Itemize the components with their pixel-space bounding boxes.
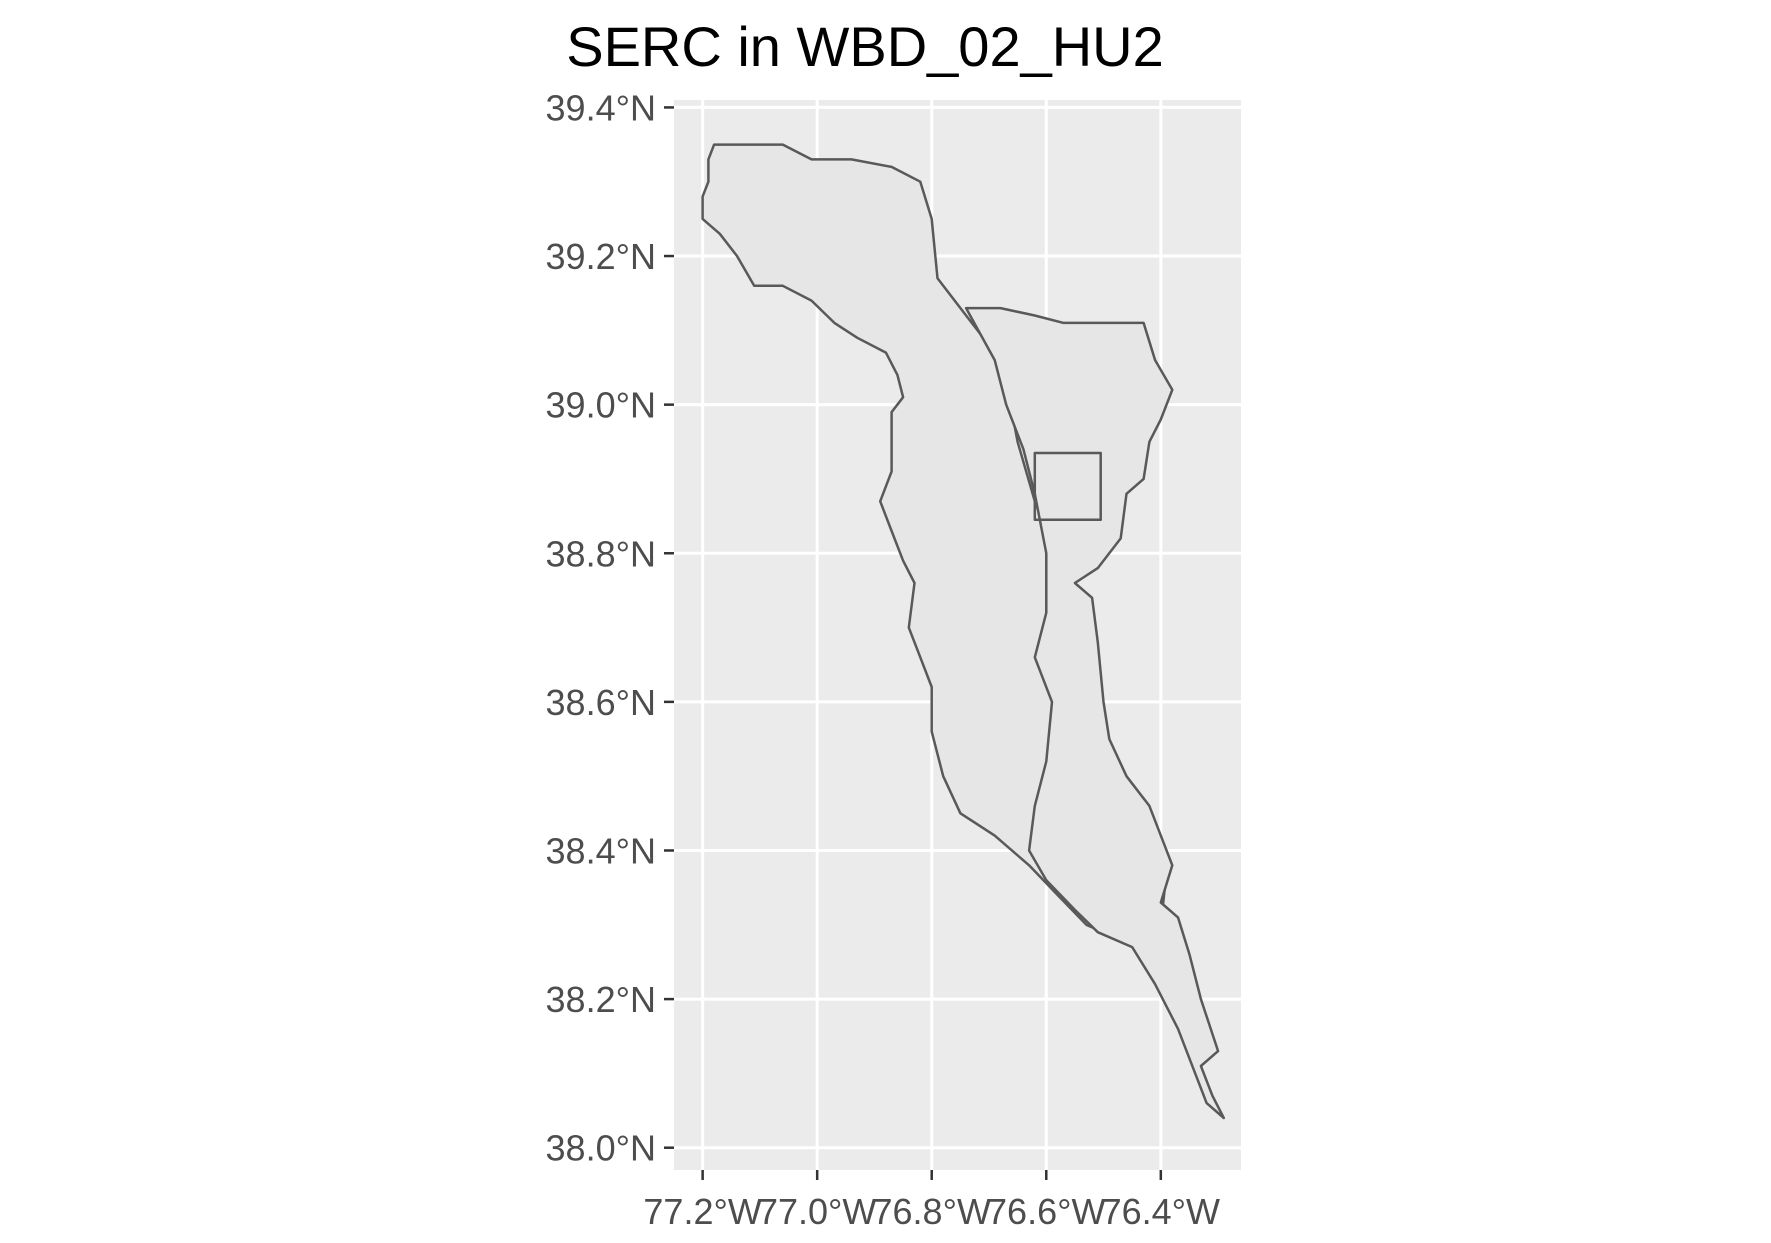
x-tick-label-2: 76.8°W bbox=[873, 1191, 991, 1232]
y-tick-label-6: 39.2°N bbox=[546, 236, 656, 277]
map-title: SERC in WBD_02_HU2 bbox=[566, 15, 1164, 78]
watershed-east-polygon bbox=[964, 306, 1226, 1120]
y-tick-label-5: 39.0°N bbox=[546, 385, 656, 426]
y-tick-label-3: 38.6°N bbox=[546, 682, 656, 723]
x-tick-label-3: 76.6°W bbox=[987, 1191, 1105, 1232]
x-tick-label-1: 77.0°W bbox=[758, 1191, 876, 1232]
x-tick-label-4: 76.4°W bbox=[1102, 1191, 1220, 1232]
x-axis: 77.2°W77.0°W76.8°W76.6°W76.4°W bbox=[643, 1170, 1220, 1232]
y-axis: 38.0°N 38.2°N 38.4°N 38.6°N 38.8°N 39.0°N 39.2… bbox=[546, 87, 674, 1169]
serc-site-polygon bbox=[1033, 451, 1102, 522]
y-tick-label-4: 38.8°N bbox=[546, 533, 656, 574]
watershed-polygons bbox=[701, 143, 1226, 1120]
y-tick-label-1: 38.2°N bbox=[546, 979, 656, 1020]
y-tick-label-0: 38.0°N bbox=[546, 1128, 656, 1169]
y-tick-label-7: 39.4°N bbox=[546, 87, 656, 128]
y-tick-label-2: 38.4°N bbox=[546, 830, 656, 871]
x-tick-label-0: 77.2°W bbox=[643, 1191, 761, 1232]
